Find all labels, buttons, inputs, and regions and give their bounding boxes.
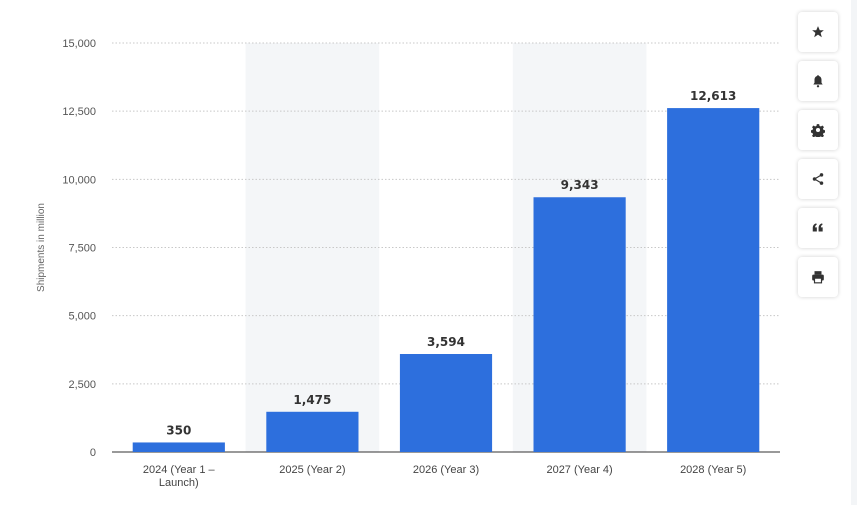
settings-button[interactable] xyxy=(798,110,838,150)
data-label: 12,613 xyxy=(690,89,736,103)
y-tick-label: 15,000 xyxy=(62,38,96,50)
x-tick-label: Launch) xyxy=(159,477,199,489)
data-label: 3,594 xyxy=(427,335,465,349)
bar xyxy=(399,354,493,452)
y-tick-label: 7,500 xyxy=(68,243,96,255)
share-icon xyxy=(812,173,824,185)
cite-button[interactable] xyxy=(798,208,838,248)
x-tick-label: 2026 (Year 3) xyxy=(413,464,479,476)
y-tick-label: 12,500 xyxy=(62,106,96,118)
quote-icon xyxy=(812,223,823,232)
scroll-track xyxy=(851,0,857,505)
print-button[interactable] xyxy=(798,257,838,297)
x-tick-label: 2025 (Year 2) xyxy=(279,464,345,476)
bar-chart: 0 2,500 5,000 7,500 10,000 12,500 15,000 350 202… xyxy=(36,38,780,489)
x-tick-label: 2027 (Year 4) xyxy=(546,464,612,476)
star-icon xyxy=(812,26,824,38)
share-button[interactable] xyxy=(798,159,838,199)
y-axis-title: Shipments in million xyxy=(36,203,47,292)
toolbar xyxy=(798,12,840,297)
x-tick-label: 2024 (Year 1 – xyxy=(143,464,216,476)
y-tick-label: 10,000 xyxy=(62,174,96,186)
data-label: 1,475 xyxy=(293,393,331,407)
x-tick-label: 2028 (Year 5) xyxy=(680,464,746,476)
y-tick-label: 5,000 xyxy=(68,311,96,323)
bar xyxy=(266,411,359,452)
data-label: 350 xyxy=(166,423,191,437)
bar xyxy=(533,197,626,452)
bell-icon xyxy=(813,75,823,88)
print-icon xyxy=(812,271,824,284)
bar xyxy=(132,442,225,452)
notification-button[interactable] xyxy=(798,61,838,101)
data-label: 9,343 xyxy=(561,178,599,192)
chart-area: 0 2,500 5,000 7,500 10,000 12,500 15,000 350 202… xyxy=(36,38,780,489)
y-tick-label: 2,500 xyxy=(68,379,96,391)
bar xyxy=(667,108,760,452)
favorite-button[interactable] xyxy=(798,12,838,52)
y-tick-label: 0 xyxy=(90,447,96,459)
gear-icon xyxy=(811,124,825,137)
